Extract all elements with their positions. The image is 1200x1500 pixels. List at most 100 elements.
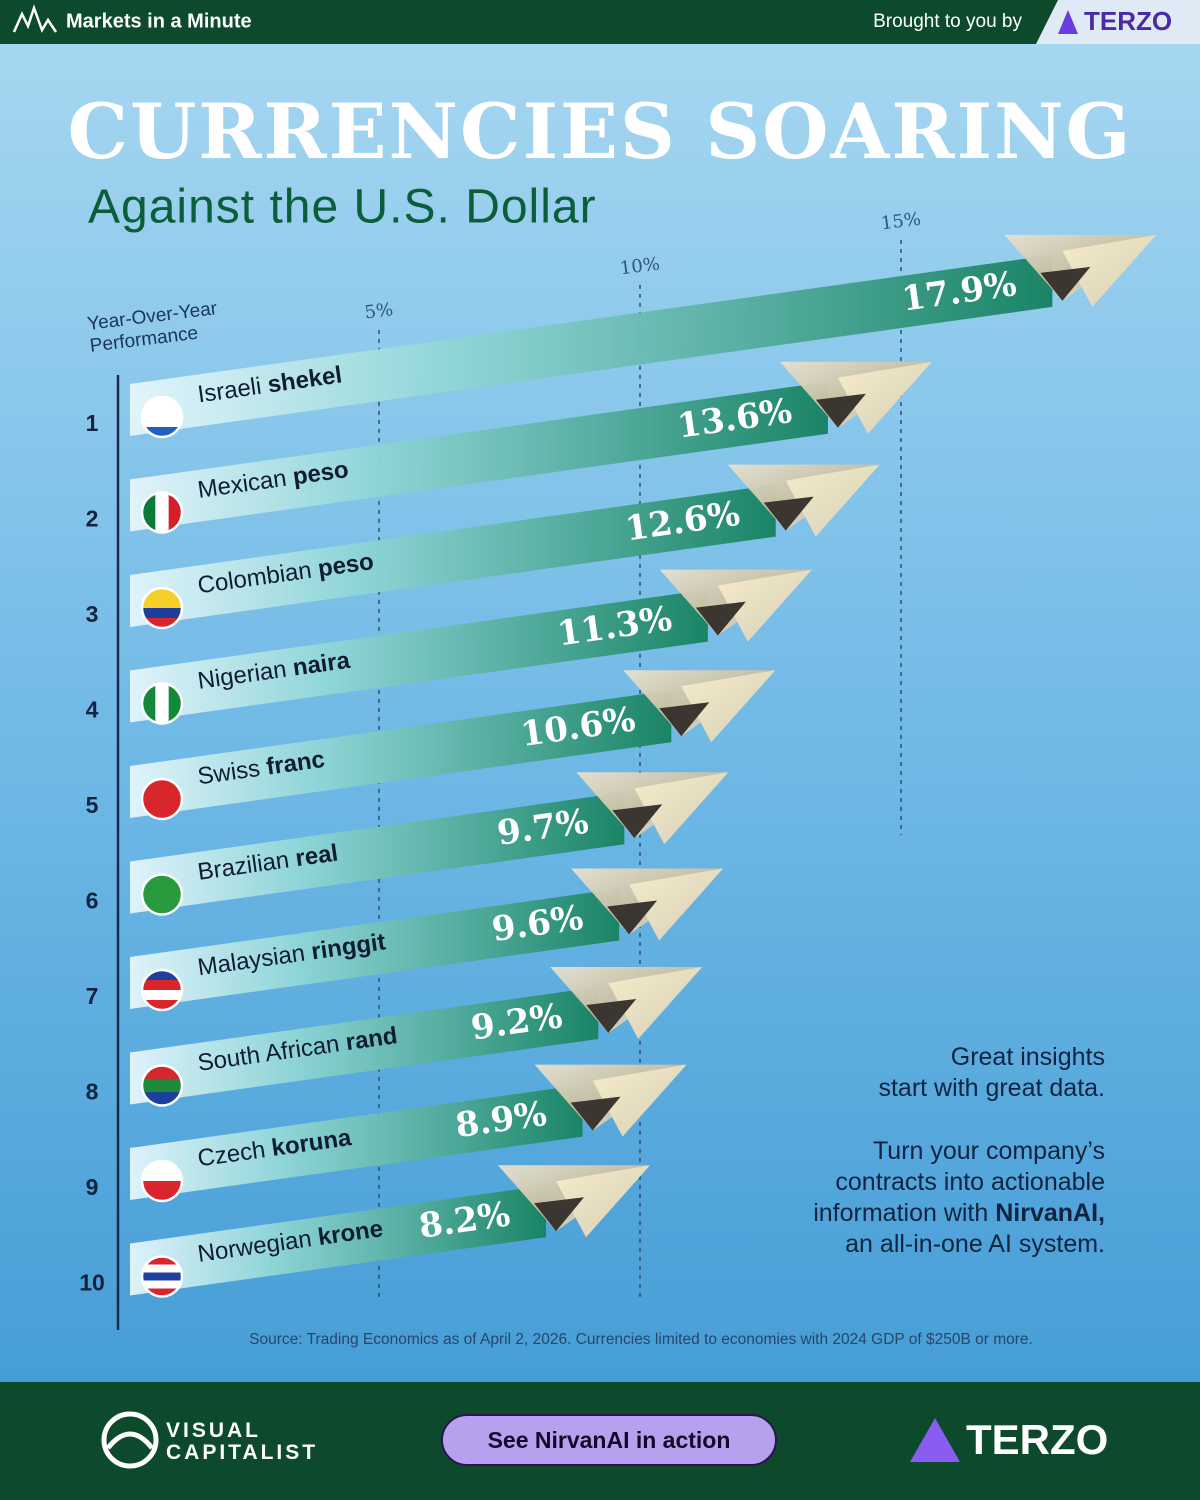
- plane-fold: [612, 804, 663, 839]
- plane-fold: [659, 702, 710, 737]
- rank-label: 10: [79, 1270, 105, 1296]
- rank-label: 8: [86, 1079, 99, 1105]
- publisher-icon: [101, 1411, 159, 1469]
- chart-title: CURRENCIES SOARING: [68, 87, 1133, 176]
- plane-wing: [785, 464, 880, 537]
- terzo-mark: [1058, 10, 1078, 34]
- rank-label: 6: [86, 888, 99, 914]
- flag-stripe: [142, 618, 182, 628]
- flag-border: [140, 682, 184, 725]
- ad-headline: Great insights start with great data.: [878, 1042, 1105, 1104]
- plane-fold: [815, 393, 866, 428]
- ad-line: start with great data.: [878, 1074, 1105, 1102]
- flag-border: [140, 968, 184, 1012]
- rank-label: 2: [86, 506, 99, 532]
- flag-stripe: [142, 598, 182, 609]
- rank-label: 5: [86, 792, 99, 818]
- ad-line: Great insights: [950, 1043, 1105, 1071]
- bar: [130, 254, 1053, 436]
- footer-terzo-mark: [910, 1418, 960, 1462]
- flag-stripe: [142, 1078, 182, 1093]
- flag-stripe: [155, 492, 170, 533]
- plane-fold: [763, 496, 814, 531]
- bar: [130, 484, 776, 627]
- rank-label: 1: [86, 410, 99, 436]
- plane-wing: [837, 361, 932, 434]
- publisher: VISUAL CAPITALIST: [166, 1419, 319, 1464]
- series-name: Markets in a Minute: [66, 10, 252, 32]
- bar: [130, 1185, 547, 1296]
- plane-fold: [1040, 266, 1091, 301]
- rank-label: 9: [86, 1174, 99, 1200]
- plane-wing: [592, 1064, 687, 1137]
- flag-border: [140, 777, 184, 821]
- flag-border: [140, 1255, 184, 1298]
- rank-label: 4: [86, 697, 99, 723]
- flag-stripe: [142, 1264, 182, 1273]
- bar: [130, 888, 620, 1009]
- flag-stripe: [142, 1280, 182, 1289]
- flag-stripe: [155, 683, 170, 724]
- bar: [130, 986, 599, 1105]
- bar: [130, 589, 708, 723]
- flag-stripe: [142, 990, 182, 1001]
- ad-line-group: information with NirvanAI,: [813, 1198, 1105, 1229]
- flag-border: [140, 491, 184, 534]
- source-note: Source: Trading Economics as of April 2,…: [249, 1331, 1033, 1348]
- flag-stripe: [142, 407, 182, 418]
- flag-border: [140, 1159, 184, 1203]
- header-sponsor: TERZO: [1084, 6, 1172, 36]
- ad-body: Turn your company’s contracts into actio…: [813, 1136, 1105, 1260]
- cta-button[interactable]: See NirvanAI in action: [441, 1414, 777, 1466]
- flag-border: [140, 1064, 184, 1107]
- plane-wing: [608, 966, 703, 1039]
- flag-stripe: [142, 1161, 182, 1182]
- plane-wing: [1062, 234, 1157, 307]
- footer-sponsor: TERZO: [966, 1416, 1108, 1463]
- flag-stripe: [142, 1288, 182, 1297]
- x-tick-label: 15%: [880, 209, 922, 235]
- bar: [130, 1084, 583, 1200]
- flag-stripe: [142, 980, 182, 991]
- ad-line: information with: [813, 1199, 989, 1227]
- header-icon: [12, 4, 58, 33]
- flag-stripe: [142, 970, 182, 981]
- ad-line: an all-in-one AI system.: [845, 1230, 1105, 1258]
- flag-stripe: [142, 1181, 182, 1201]
- plane-fold: [607, 900, 658, 935]
- flag-border: [140, 873, 184, 916]
- publisher-icon-arc: [106, 1431, 154, 1450]
- flag-stripe: [142, 397, 182, 408]
- plane-wing: [681, 670, 776, 743]
- plane-wing: [556, 1165, 651, 1238]
- bar: [130, 792, 625, 914]
- sponsor-text: Brought to you by: [873, 11, 1022, 32]
- category-label: Nigerian naira: [196, 647, 352, 695]
- flag-stripe: [142, 417, 182, 428]
- bar: [130, 690, 672, 818]
- x-tick-label: 5%: [363, 299, 394, 323]
- flag-stripe: [142, 588, 182, 599]
- rank-label: 3: [86, 601, 99, 627]
- plane-wing: [629, 868, 724, 941]
- plane-fold: [695, 601, 746, 636]
- flag-stripe: [142, 427, 182, 437]
- flag-stripe: [142, 1272, 182, 1281]
- plane-fold: [586, 998, 637, 1033]
- plane-wing: [717, 569, 812, 642]
- chart-subtitle: Against the U.S. Dollar: [88, 181, 597, 234]
- plane-wing: [634, 772, 729, 845]
- flag-stripe: [142, 608, 182, 619]
- ad-line: Turn your company’s: [872, 1137, 1105, 1165]
- plane-fold: [534, 1197, 585, 1232]
- flag-stripe: [142, 1256, 182, 1265]
- flag-border: [140, 586, 184, 630]
- rank-label: 7: [86, 983, 99, 1009]
- ad-brand: NirvanAI,: [995, 1199, 1105, 1227]
- flag-stripe: [142, 1000, 182, 1010]
- plane-fold: [570, 1096, 621, 1131]
- header-bar: [0, 0, 1200, 44]
- ad-line: contracts into actionable: [835, 1168, 1105, 1196]
